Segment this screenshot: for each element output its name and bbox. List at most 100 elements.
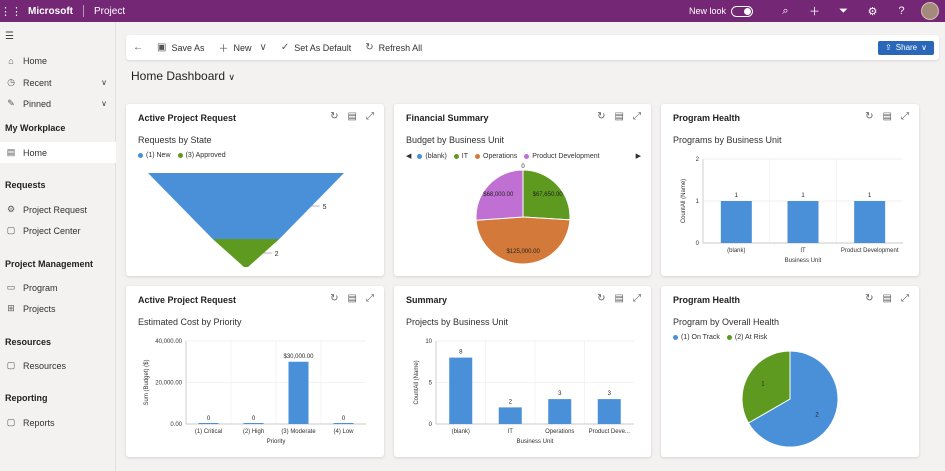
sidebar-item-label: Project Center (23, 225, 81, 236)
legend-item[interactable]: IT (453, 152, 469, 160)
legend-item[interactable]: (2) At Risk (726, 334, 768, 341)
chart-legend: ◀ (blank) IT Operations Product Developm… (406, 152, 641, 161)
save-as-button[interactable]: ▣ Save As (150, 35, 211, 60)
checkmark-icon: ✓ (280, 42, 290, 53)
legend-item[interactable]: (3) Approved (177, 152, 226, 159)
x-axis-title: Priority (267, 439, 286, 445)
monitor-icon: ▭ (6, 282, 16, 292)
legend-label: (3) Approved (185, 152, 226, 159)
refresh-icon[interactable]: ↻ (597, 293, 606, 304)
sidebar-item-program[interactable]: ▭ Program (0, 277, 116, 298)
expand-icon[interactable]: ⤢ (633, 111, 641, 122)
legend-item[interactable]: Operations (475, 153, 517, 160)
avatar[interactable] (921, 2, 939, 20)
view-records-icon[interactable]: ▤ (614, 111, 624, 122)
pin-icon: ✎ (7, 98, 15, 108)
legend-next-icon[interactable]: ▶ (635, 153, 641, 160)
chart-subtitle: Program by Overall Health (673, 317, 780, 327)
dashboard-title-text: Home Dashboard (131, 69, 226, 83)
data-label: $67,650.00 (533, 192, 564, 198)
chevron-down-icon[interactable]: ∨ (228, 72, 235, 82)
x-axis-title: Business Unit (517, 439, 554, 445)
expand-icon[interactable]: ⤢ (901, 293, 909, 304)
refresh-all-button[interactable]: ↻ Refresh All (358, 35, 429, 60)
sidebar-item-home-dashboard[interactable]: ▤ Home (0, 142, 116, 163)
back-button[interactable]: ← (126, 35, 150, 60)
set-as-default-button[interactable]: ✓ Set As Default (274, 35, 358, 60)
view-records-icon[interactable]: ▤ (882, 293, 892, 304)
search-icon[interactable]: ⌕ (782, 4, 789, 17)
pie-slice (522, 169, 571, 221)
chevron-down-icon[interactable]: ∨ (259, 42, 267, 53)
legend-dot (524, 153, 530, 159)
sidebar-item-label: Resources (23, 360, 67, 371)
legend-item[interactable]: (blank) (417, 152, 447, 160)
refresh-icon[interactable]: ↻ (597, 111, 606, 122)
view-records-icon[interactable]: ▤ (347, 111, 357, 122)
bar (449, 357, 473, 424)
help-icon[interactable]: ? (898, 5, 905, 17)
chevron-down-icon[interactable]: ∨ (101, 99, 107, 108)
x-tick-label: Product Deve... (589, 429, 631, 435)
y-axis-title: CountAll (Name) (414, 360, 420, 404)
card-active-project-request-cost: Active Project Request ↻ ▤ ⤢ Estimated Cos… (126, 286, 384, 457)
sidebar-item-pinned[interactable]: ✎ Pinned ∨ (0, 93, 116, 114)
view-records-icon[interactable]: ▤ (614, 293, 624, 304)
clock-icon: ◷ (7, 77, 15, 87)
legend-prev-icon[interactable]: ◀ (406, 153, 412, 160)
card-title: Active Project Request (138, 295, 237, 305)
legend-label: (blank) (425, 152, 447, 160)
sidebar-item-label: Pinned (23, 98, 52, 109)
bar-chart: 0.00 20,000.00 40,000.00 0 (1) Critical 0 (2) … (144, 339, 366, 445)
expand-icon[interactable]: ⤢ (366, 293, 374, 304)
refresh-icon[interactable]: ↻ (865, 111, 874, 122)
legend-item[interactable]: Product Development (524, 152, 600, 160)
home-icon: ⌂ (8, 55, 14, 66)
gear-icon: ⚙ (6, 204, 16, 214)
refresh-icon[interactable]: ↻ (330, 111, 339, 122)
plus-icon[interactable]: ＋ (809, 6, 820, 18)
brand-name[interactable]: Microsoft (28, 5, 73, 17)
expand-icon[interactable]: ⤢ (366, 111, 374, 122)
legend-item[interactable]: (1) On Track (673, 334, 720, 341)
sidebar-item-recent[interactable]: ◷ Recent ∨ (0, 72, 116, 93)
sidebar-item-projects[interactable]: ⊞ Projects (0, 298, 116, 319)
legend-label: Product Development (532, 152, 600, 160)
chart-subtitle: Estimated Cost by Priority (138, 317, 242, 327)
refresh-icon[interactable]: ↻ (865, 293, 874, 304)
legend-label: (2) At Risk (734, 334, 768, 341)
legend-label: IT (461, 152, 469, 160)
y-tick-label: 2 (696, 157, 700, 163)
hamburger-icon[interactable]: ☰ (5, 31, 14, 42)
chevron-down-icon[interactable]: ∨ (101, 78, 107, 87)
sidebar-item-project-center[interactable]: ▢ Project Center (0, 220, 116, 241)
chart-subtitle: Programs by Business Unit (673, 135, 782, 145)
dashboard-title[interactable]: Home Dashboard ∨ (131, 69, 235, 83)
card-title: Program Health (673, 113, 741, 123)
new-button[interactable]: ＋ New ∨ (211, 35, 273, 60)
view-records-icon[interactable]: ▤ (347, 293, 357, 304)
expand-icon[interactable]: ⤢ (901, 111, 909, 122)
legend-item[interactable]: (1) New (138, 152, 171, 159)
refresh-icon[interactable]: ↻ (330, 293, 339, 304)
sidebar-item-resources[interactable]: ▢ Resources (0, 355, 116, 376)
data-label: 1 (761, 381, 765, 387)
data-label: 1 (801, 193, 805, 199)
expand-icon[interactable]: ⤢ (633, 293, 641, 304)
new-look-toggle[interactable] (731, 5, 753, 17)
view-records-icon[interactable]: ▤ (882, 111, 892, 122)
filter-icon[interactable]: ⏷ (839, 4, 848, 17)
sidebar-item-reports[interactable]: ▢ Reports (0, 412, 116, 433)
share-button[interactable]: ⇪ Share ∨ (878, 40, 934, 55)
gear-icon[interactable]: ⚙ (867, 5, 878, 18)
data-label: $30,000.00 (283, 354, 314, 360)
waffle-icon[interactable]: ⋮⋮ (0, 5, 22, 18)
sidebar-item-project-request[interactable]: ⚙ Project Request (0, 199, 116, 220)
x-tick-label: (2) High (243, 429, 264, 435)
data-label: 0 (342, 416, 346, 422)
bar (854, 201, 886, 243)
legend-dot (177, 153, 183, 158)
sidebar-item-home[interactable]: ⌂ Home (0, 50, 116, 71)
app-name[interactable]: Project (94, 5, 126, 17)
pie-slice (747, 350, 839, 448)
